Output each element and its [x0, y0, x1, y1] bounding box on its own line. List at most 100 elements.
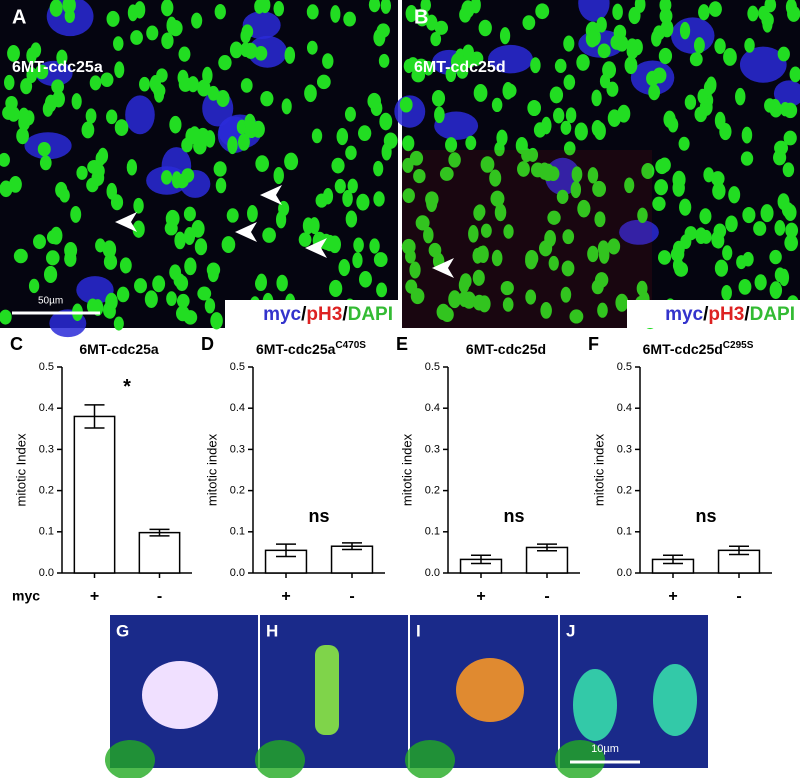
nucleus: [563, 141, 576, 156]
error-bar: [663, 554, 683, 565]
nucleus: [570, 181, 582, 199]
nucleus: [164, 221, 178, 236]
nucleus: [114, 61, 125, 79]
nucleus: [174, 231, 186, 250]
nucleus: [255, 740, 305, 778]
arrowhead: [432, 258, 454, 278]
nucleus: [591, 89, 602, 107]
nucleus: [697, 88, 708, 104]
nucleus: [478, 19, 492, 37]
nucleus: [607, 109, 621, 127]
nucleus: [373, 28, 386, 47]
nucleus: [695, 227, 707, 245]
nucleus: [712, 232, 725, 249]
nucleus: [667, 117, 679, 133]
stain-name: DAPI: [750, 304, 795, 325]
nucleus: [229, 41, 243, 59]
nucleus: [344, 106, 356, 122]
nucleus: [530, 57, 541, 74]
scale-label: 50µm: [38, 296, 63, 307]
myc-cell: [125, 95, 155, 135]
nucleus: [439, 166, 454, 181]
nucleus: [133, 197, 144, 214]
stain-name: DAPI: [348, 304, 393, 325]
nucleus: [409, 150, 424, 166]
nucleus: [338, 258, 351, 277]
nucleus: [434, 106, 445, 124]
nucleus: [658, 47, 673, 65]
nucleus: [59, 188, 70, 203]
nucleus: [560, 120, 572, 135]
nucleus: [525, 250, 539, 267]
nucleus: [353, 237, 364, 253]
nucleus: [380, 0, 392, 14]
nucleus: [569, 309, 584, 324]
y-tick-label: 0.0: [617, 567, 632, 579]
myc-cell: [434, 111, 479, 140]
nucleus: [517, 161, 530, 177]
x-tick-label: +: [90, 588, 99, 605]
nucleus: [227, 136, 238, 155]
title-main: 6MT-cdc25d: [643, 341, 723, 357]
title-main: 6MT-cdc25d: [466, 341, 546, 357]
nucleus: [624, 177, 635, 194]
nucleus: [51, 79, 65, 94]
nucleus: [597, 43, 611, 59]
nucleus: [13, 248, 28, 264]
nucleus: [376, 282, 388, 298]
nucleus: [7, 45, 20, 62]
y-tick-label: 0.4: [425, 402, 440, 414]
nucleus: [134, 1, 146, 19]
nucleus: [102, 240, 117, 259]
nucleus: [597, 302, 608, 318]
nucleus: [213, 161, 227, 177]
nucleus: [152, 275, 166, 293]
nucleus: [105, 740, 155, 778]
nucleus: [430, 31, 442, 47]
stain-name: pH3: [708, 304, 744, 325]
nucleus: [262, 227, 276, 243]
nucleus: [116, 286, 130, 303]
nucleus: [210, 312, 223, 330]
bar: [73, 415, 116, 574]
nucleus: [336, 127, 349, 146]
nucleus: [367, 92, 381, 110]
nucleus: [693, 37, 705, 54]
nucleus: [106, 109, 118, 125]
nucleus: [0, 152, 10, 167]
nucleus: [64, 242, 78, 259]
nucleus: [119, 257, 132, 274]
nucleus: [255, 276, 266, 291]
nucleus: [207, 85, 220, 101]
chart-title: 6MT-cdc25a: [79, 341, 159, 357]
nucleus: [728, 186, 741, 204]
nucleus: [130, 30, 143, 45]
y-tick-label: 0.3: [39, 443, 54, 455]
nucleus: [781, 202, 794, 218]
nucleus: [259, 0, 271, 14]
stain-legend: myc/pH3/DAPI: [665, 304, 795, 325]
nucleus: [166, 291, 177, 306]
nucleus: [480, 156, 495, 173]
nucleus: [654, 179, 669, 196]
nucleus: [95, 238, 106, 253]
nucleus: [722, 245, 733, 261]
panel-letter: H: [266, 621, 278, 640]
nucleus: [594, 211, 606, 228]
stain-name: /: [342, 304, 348, 325]
panel-letter: D: [201, 334, 214, 354]
nucleus: [636, 280, 648, 297]
nucleus: [177, 69, 189, 86]
nucleus: [37, 141, 51, 157]
nucleus: [402, 157, 414, 173]
nucleus: [565, 107, 577, 124]
nucleus: [541, 116, 552, 135]
nucleus: [499, 27, 511, 45]
nucleus: [530, 162, 545, 178]
nucleus: [86, 298, 99, 315]
nucleus: [458, 276, 470, 294]
nucleus: [216, 90, 230, 108]
panel-letter: G: [116, 621, 129, 640]
nucleus: [606, 81, 619, 97]
